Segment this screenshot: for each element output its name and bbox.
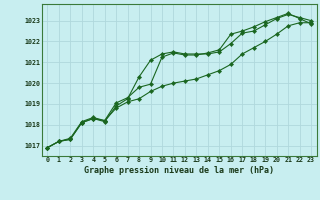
- X-axis label: Graphe pression niveau de la mer (hPa): Graphe pression niveau de la mer (hPa): [84, 166, 274, 175]
